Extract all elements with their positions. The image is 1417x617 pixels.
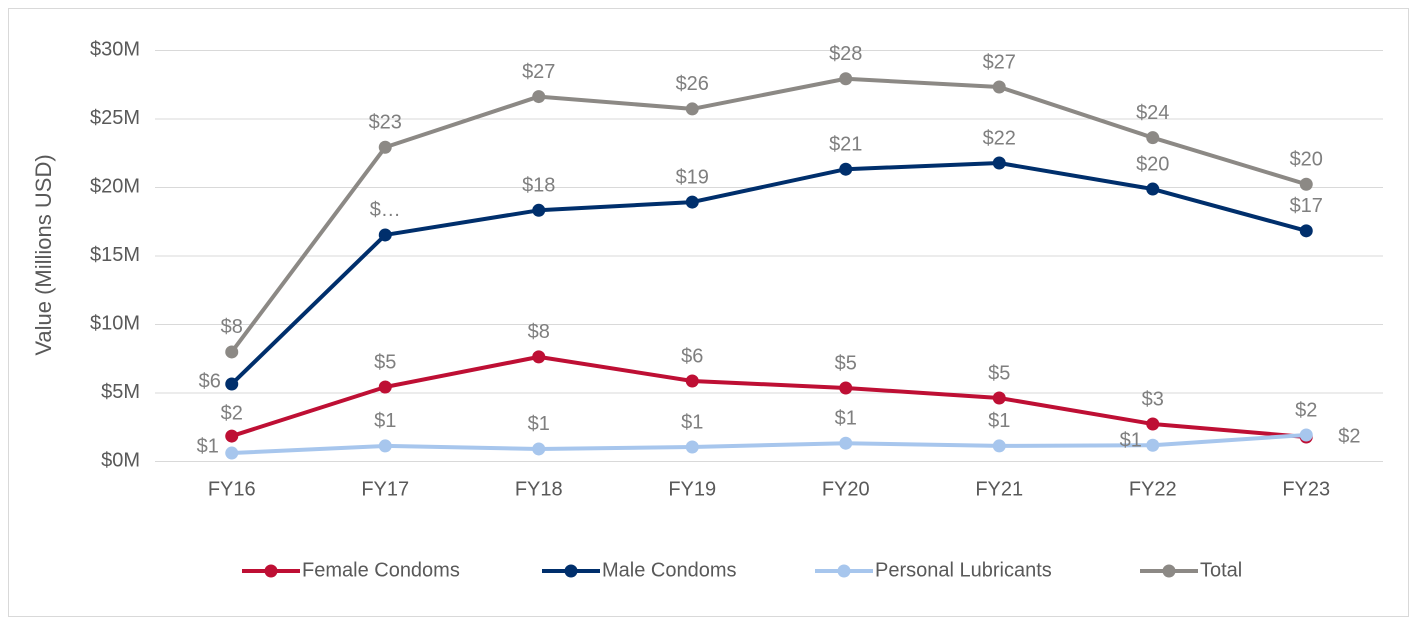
x-tick-label: FY22	[1129, 478, 1177, 500]
series-marker	[532, 203, 546, 217]
value-label: $20	[1290, 149, 1323, 171]
series-marker	[1299, 224, 1313, 238]
series-marker	[992, 391, 1006, 405]
y-tick-label: $10M	[90, 312, 140, 334]
value-label: $1	[374, 410, 396, 432]
value-label: $1	[988, 410, 1010, 432]
value-label: $3	[1142, 388, 1164, 410]
series-line	[231, 432, 1307, 456]
value-label: $8	[221, 316, 243, 338]
x-tick-label: FY21	[975, 478, 1023, 500]
legend-marker	[1162, 564, 1176, 578]
value-label: $6	[681, 345, 703, 367]
y-tick-label: $25M	[90, 107, 140, 129]
value-label: $28	[829, 43, 862, 65]
series-marker	[378, 228, 392, 242]
legend-marker	[264, 564, 278, 578]
series-marker	[839, 72, 853, 86]
series-marker	[532, 90, 546, 104]
value-label: $…	[370, 199, 401, 221]
series-line	[230, 161, 1307, 386]
legend-label: Total	[1200, 559, 1242, 581]
series-marker	[1146, 182, 1160, 196]
x-tick-label: FY16	[208, 478, 256, 500]
series-marker	[992, 80, 1006, 94]
series-marker	[225, 377, 239, 391]
series-marker	[839, 436, 853, 450]
value-label: $17	[1290, 195, 1323, 217]
series-marker	[1146, 438, 1160, 452]
legend-marker	[837, 564, 851, 578]
series-marker	[992, 156, 1006, 170]
series-marker	[1299, 177, 1313, 191]
value-label: $19	[676, 166, 709, 188]
value-label: $21	[829, 133, 862, 155]
value-label: $1	[835, 407, 857, 429]
series-marker	[1299, 428, 1313, 442]
series-marker	[992, 439, 1006, 453]
value-label: $26	[676, 73, 709, 95]
series-marker	[225, 446, 239, 460]
y-tick-label: $0M	[101, 449, 140, 471]
series-marker	[685, 102, 699, 116]
value-label: $1	[528, 413, 550, 435]
value-label: $1	[681, 411, 703, 433]
value-label: $8	[528, 321, 550, 343]
legend-label: Personal Lubricants	[875, 559, 1052, 581]
series-marker	[685, 374, 699, 388]
value-label: $6	[199, 370, 221, 392]
value-label: $20	[1136, 153, 1169, 175]
series-marker	[685, 440, 699, 454]
value-label: $2	[1338, 425, 1360, 447]
y-tick-label: $20M	[90, 175, 140, 197]
value-label: $1	[197, 435, 219, 457]
series-marker	[225, 345, 239, 359]
value-label: $5	[835, 352, 857, 374]
series-marker	[839, 381, 853, 395]
series-marker	[839, 162, 853, 176]
y-axis-title: Value (Millions USD)	[31, 154, 56, 355]
x-tick-label: FY23	[1282, 478, 1330, 500]
y-tick-label: $30M	[90, 38, 140, 60]
series-marker	[225, 429, 239, 443]
series-marker	[378, 439, 392, 453]
value-label: $5	[988, 362, 1010, 384]
y-tick-label: $5M	[101, 381, 140, 403]
value-label: $27	[522, 61, 555, 83]
y-tick-label: $15M	[90, 244, 140, 266]
x-tick-label: FY19	[668, 478, 716, 500]
x-tick-label: FY18	[515, 478, 563, 500]
series-marker	[378, 380, 392, 394]
legend-label: Male Condoms	[602, 559, 737, 581]
series-line	[230, 76, 1307, 354]
series-marker	[1146, 417, 1160, 431]
value-label: $27	[983, 51, 1016, 73]
x-tick-label: FY20	[822, 478, 870, 500]
value-label: $2	[221, 402, 243, 424]
chart-frame	[8, 8, 1409, 617]
value-label: $23	[369, 112, 402, 134]
series-marker	[1146, 131, 1160, 145]
value-label: $2	[1295, 399, 1317, 421]
legend-marker	[564, 564, 578, 578]
value-label: $5	[374, 351, 396, 373]
series-marker	[532, 442, 546, 456]
series-marker	[532, 350, 546, 364]
series-line	[231, 354, 1307, 440]
series-marker	[685, 195, 699, 209]
value-label: $24	[1136, 102, 1169, 124]
value-label: $22	[983, 127, 1016, 149]
series-marker	[378, 140, 392, 154]
value-label: $1	[1120, 430, 1142, 452]
legend-label: Female Condoms	[302, 559, 460, 581]
value-label: $18	[522, 175, 555, 197]
x-tick-label: FY17	[361, 478, 409, 500]
